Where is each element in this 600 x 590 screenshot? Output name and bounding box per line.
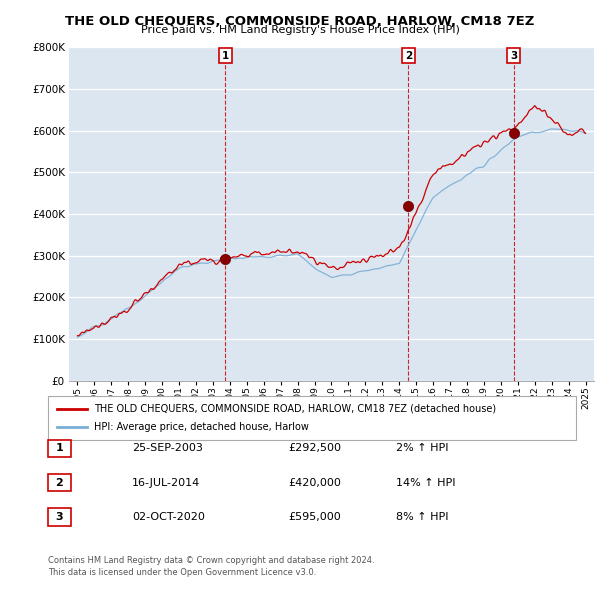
Text: 2% ↑ HPI: 2% ↑ HPI (396, 444, 449, 453)
Text: THE OLD CHEQUERS, COMMONSIDE ROAD, HARLOW, CM18 7EZ (detached house): THE OLD CHEQUERS, COMMONSIDE ROAD, HARLO… (94, 404, 496, 414)
Text: 2: 2 (405, 51, 412, 61)
Point (404, 201, 413, 210)
Text: £420,000: £420,000 (288, 478, 341, 487)
Text: Price paid vs. HM Land Registry's House Price Index (HPI): Price paid vs. HM Land Registry's House … (140, 25, 460, 35)
Text: 1: 1 (221, 51, 229, 61)
Text: 8% ↑ HPI: 8% ↑ HPI (396, 512, 449, 522)
Text: 3: 3 (510, 51, 517, 61)
Text: This data is licensed under the Open Government Licence v3.0.: This data is licensed under the Open Gov… (48, 568, 316, 577)
Text: £595,000: £595,000 (288, 512, 341, 522)
Text: HPI: Average price, detached house, Harlow: HPI: Average price, detached house, Harl… (94, 422, 309, 432)
Text: £292,500: £292,500 (288, 444, 341, 453)
Point (509, 128, 518, 137)
Text: 1: 1 (56, 444, 63, 453)
Text: 25-SEP-2003: 25-SEP-2003 (132, 444, 203, 453)
Text: 16-JUL-2014: 16-JUL-2014 (132, 478, 200, 487)
Text: 02-OCT-2020: 02-OCT-2020 (132, 512, 205, 522)
Text: 2: 2 (56, 478, 63, 487)
Text: 14% ↑ HPI: 14% ↑ HPI (396, 478, 455, 487)
Text: THE OLD CHEQUERS, COMMONSIDE ROAD, HARLOW, CM18 7EZ: THE OLD CHEQUERS, COMMONSIDE ROAD, HARLO… (65, 15, 535, 28)
Text: Contains HM Land Registry data © Crown copyright and database right 2024.: Contains HM Land Registry data © Crown c… (48, 556, 374, 565)
Point (221, 254, 230, 263)
Text: 3: 3 (56, 512, 63, 522)
